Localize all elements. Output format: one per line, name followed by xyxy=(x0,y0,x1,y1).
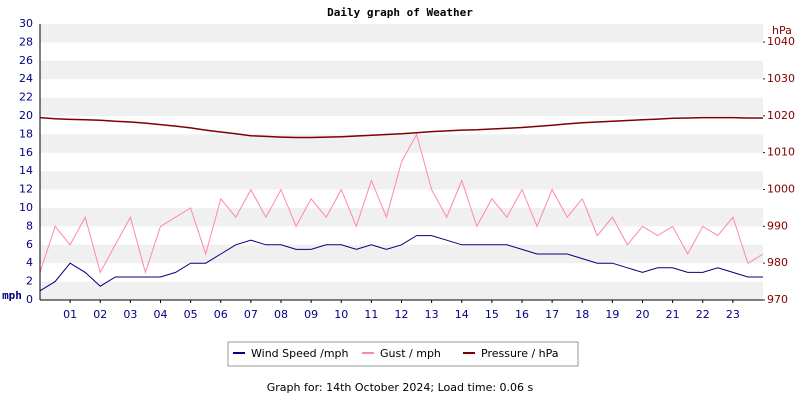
footer: Graph for: 14th October 2024; Load time:… xyxy=(267,381,534,394)
x-tick-label: 03 xyxy=(123,308,137,321)
chart-title: Daily graph of Weather xyxy=(327,6,473,19)
y-tick-label: 12 xyxy=(19,183,33,196)
x-tick-label: 14 xyxy=(455,308,469,321)
x-tick-label: 16 xyxy=(515,308,529,321)
x-tick-label: 04 xyxy=(154,308,168,321)
x-tick-label: 19 xyxy=(605,308,619,321)
grid-band xyxy=(40,171,763,190)
y2-tick-label: 1020 xyxy=(767,109,795,122)
grid-band xyxy=(40,60,763,80)
y-tick-label: 6 xyxy=(26,238,33,251)
x-tick-label: 18 xyxy=(575,308,589,321)
y2-tick-label: 990 xyxy=(767,219,788,232)
x-tick-label: 12 xyxy=(395,308,409,321)
y-tick-label: 0 xyxy=(26,293,33,306)
grid-band xyxy=(40,134,763,153)
x-tick-label: 21 xyxy=(666,308,680,321)
y-axis-label: mph xyxy=(2,289,22,302)
y-tick-label: 24 xyxy=(19,72,33,85)
legend-label: Gust / mph xyxy=(380,347,441,360)
series-line xyxy=(39,116,763,139)
y2-tick-label: 970 xyxy=(767,293,788,306)
x-tick-label: 11 xyxy=(364,308,378,321)
x-tick-label: 13 xyxy=(425,308,439,321)
x-tick-label: 05 xyxy=(184,308,198,321)
y2-tick-label: 1010 xyxy=(767,146,795,159)
grid-band xyxy=(40,244,763,264)
y2-axis-label: hPa xyxy=(772,24,792,37)
x-tick-label: 09 xyxy=(304,308,318,321)
x-tick-label: 07 xyxy=(244,308,258,321)
y-tick-label: 10 xyxy=(19,201,33,214)
series-line xyxy=(39,235,763,292)
series-line xyxy=(39,133,764,275)
y-tick-label: 18 xyxy=(19,127,33,140)
grid-band xyxy=(40,97,763,116)
y-tick-label: 16 xyxy=(19,146,33,159)
x-tick-label: 15 xyxy=(485,308,499,321)
y2-tick-label: 1000 xyxy=(767,182,795,195)
x-tick-label: 23 xyxy=(726,308,740,321)
x-tick-label: 17 xyxy=(545,308,559,321)
grid-band xyxy=(40,281,763,300)
y-tick-label: 26 xyxy=(19,54,33,67)
y-tick-label: 28 xyxy=(19,35,33,48)
y2-tick-label: 1040 xyxy=(767,35,795,48)
x-tick-label: 20 xyxy=(636,308,650,321)
y2-tick-label: 1030 xyxy=(767,72,795,85)
x-tick-label: 08 xyxy=(274,308,288,321)
x-tick-label: 02 xyxy=(93,308,107,321)
x-tick-label: 06 xyxy=(214,308,228,321)
y-tick-label: 14 xyxy=(19,164,33,177)
y-tick-label: 2 xyxy=(26,275,33,288)
grid-band xyxy=(40,208,763,227)
y-tick-label: 4 xyxy=(26,256,33,269)
y2-tick-label: 980 xyxy=(767,256,788,269)
x-tick-label: 01 xyxy=(63,308,77,321)
legend-label: Wind Speed /mph xyxy=(251,347,349,360)
legend-label: Pressure / hPa xyxy=(481,347,559,360)
y-tick-label: 22 xyxy=(19,91,33,104)
y-tick-label: 8 xyxy=(26,219,33,232)
legend-box xyxy=(227,341,579,367)
y-tick-label: 30 xyxy=(19,17,33,30)
y-tick-label: 20 xyxy=(19,109,33,122)
x-tick-label: 22 xyxy=(696,308,710,321)
grid-band xyxy=(40,24,763,43)
x-tick-label: 10 xyxy=(334,308,348,321)
